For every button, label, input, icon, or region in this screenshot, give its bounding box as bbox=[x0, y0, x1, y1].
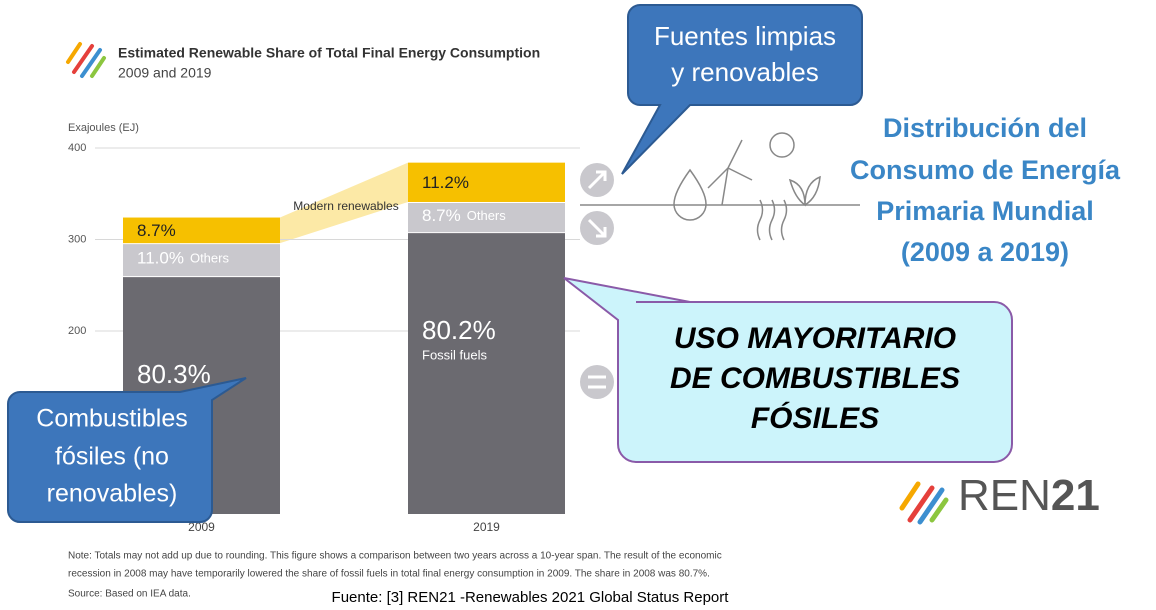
callout-fossil-text: Combustibles bbox=[36, 405, 187, 433]
series-name: Others bbox=[467, 209, 507, 224]
title-logo bbox=[66, 42, 106, 78]
ren21-logo-text: REN21 bbox=[958, 471, 1100, 520]
renewables-connector bbox=[280, 162, 408, 244]
chart-title: Estimated Renewable Share of Total Final… bbox=[118, 45, 540, 61]
series-name: Fossil fuels bbox=[422, 348, 488, 363]
others-share-label: 11.0% bbox=[137, 249, 184, 268]
y-axis-label: Exajoules (EJ) bbox=[68, 122, 139, 134]
y-tick-label: 300 bbox=[68, 233, 86, 245]
callout-fossil-use-text: DE COMBUSTIBLES bbox=[670, 362, 960, 395]
bar-segment bbox=[408, 232, 565, 514]
logo-21: 21 bbox=[1051, 471, 1100, 520]
bar-segment bbox=[408, 162, 565, 202]
renewable-share-label: 11.2% bbox=[422, 173, 469, 192]
reference: Fuente: [3] REN21 -Renewables 2021 Globa… bbox=[332, 589, 730, 606]
heading-line: Consumo de Energía bbox=[850, 155, 1121, 185]
callout-fossil-use-text: FÓSILES bbox=[751, 401, 879, 435]
y-tick-label: 200 bbox=[68, 325, 86, 337]
fossil-share-label: 80.3% bbox=[137, 359, 211, 389]
heading-line: Distribución del bbox=[883, 113, 1087, 143]
heading-line: (2009 a 2019) bbox=[901, 237, 1069, 267]
energy-sketch bbox=[580, 132, 860, 241]
callout-fossil-text: renovables) bbox=[47, 480, 178, 508]
chart-subtitle: 2009 and 2019 bbox=[118, 65, 212, 81]
source: Source: Based on IEA data. bbox=[68, 589, 191, 600]
fossil-share-label: 80.2% bbox=[422, 315, 496, 345]
renewable-share-label: 8.7% bbox=[137, 221, 176, 240]
x-tick-label: 2019 bbox=[473, 520, 500, 534]
ren21-logo-mark bbox=[899, 481, 949, 525]
logo-ren: REN bbox=[958, 471, 1051, 520]
status-icons bbox=[580, 163, 614, 399]
callout-fossil-use-box bbox=[563, 277, 1013, 463]
callout-fossil-box bbox=[7, 377, 247, 523]
others-share-label: 8.7% bbox=[422, 207, 461, 226]
bar-segment bbox=[408, 201, 565, 233]
callout-clean-text: Fuentes limpias bbox=[654, 21, 836, 51]
others-label: 11.0% Others bbox=[137, 249, 229, 268]
bar-segment bbox=[123, 243, 280, 277]
heading-line: Primaria Mundial bbox=[876, 196, 1094, 226]
callout-clean-box bbox=[621, 4, 863, 175]
note-line: Note: Totals may not add up due to round… bbox=[68, 551, 722, 562]
y-tick-label: 400 bbox=[68, 142, 86, 154]
x-tick-label: 2009 bbox=[188, 520, 215, 534]
callout-fossil-text: fósiles (no bbox=[55, 443, 169, 471]
bar-segment bbox=[123, 217, 280, 244]
series-name: Modern renewables bbox=[293, 199, 398, 213]
callout-fossil-use-text: USO MAYORITARIO bbox=[674, 322, 956, 355]
callout-clean-text: y renovables bbox=[671, 57, 818, 87]
others-label: 8.7% Others bbox=[422, 207, 506, 226]
series-name: Others bbox=[190, 251, 230, 266]
note-line: recession in 2008 may have temporarily l… bbox=[68, 569, 710, 580]
